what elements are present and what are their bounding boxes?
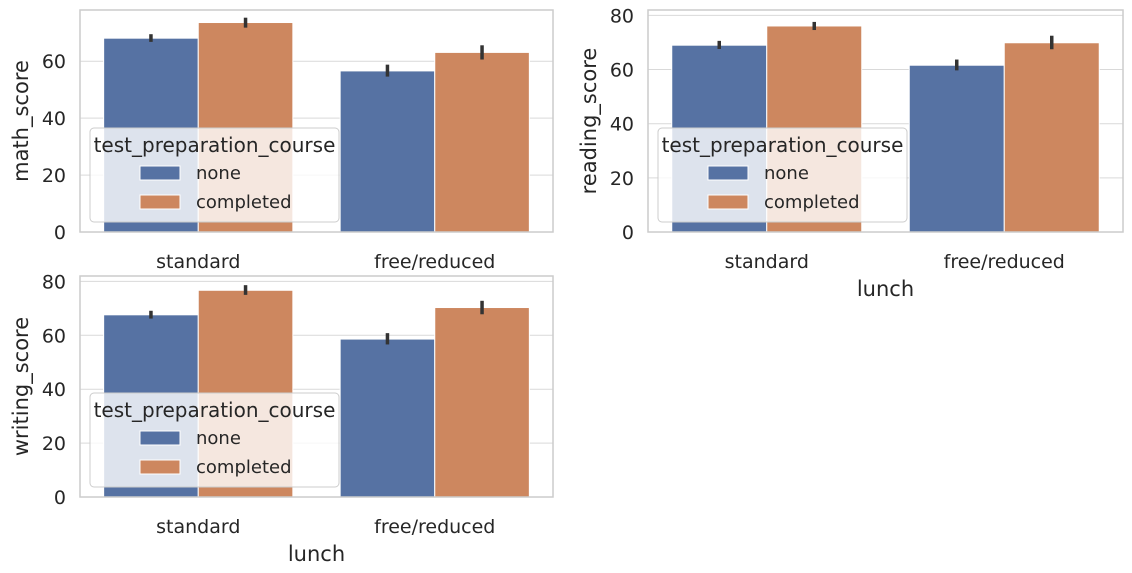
y-tick-label: 60 <box>610 60 634 82</box>
plot-frame <box>79 275 554 498</box>
legend-title: test_preparation_course <box>94 133 336 157</box>
legend-swatch-none <box>139 165 181 181</box>
bar-completed-free-reduced <box>1003 42 1100 233</box>
y-tick-label: 40 <box>42 379 66 401</box>
x-tick-label: standard <box>725 251 809 273</box>
legend-label-completed: completed <box>764 192 860 213</box>
legend-swatch-completed <box>139 459 181 475</box>
y-tick-label: 40 <box>610 114 634 136</box>
y-tick-label: 20 <box>42 433 66 455</box>
legend-swatch-none <box>139 430 181 446</box>
y-tick-label: 0 <box>622 222 634 244</box>
bar-none-free-reduced <box>339 70 436 233</box>
x-tick-label: standard <box>156 251 240 273</box>
plot-frame <box>79 9 554 233</box>
y-tick-label: 60 <box>42 325 66 347</box>
legend-swatch-completed <box>139 194 181 210</box>
y-axis-label: math_score <box>9 60 34 182</box>
y-axis-label: reading_score <box>577 48 602 195</box>
plot-frame <box>647 9 1124 233</box>
legend-title: test_preparation_course <box>94 398 336 422</box>
legend-label-completed: completed <box>196 192 292 213</box>
legend-label-none: none <box>196 163 241 184</box>
y-tick-label: 0 <box>54 487 66 509</box>
x-tick-label: standard <box>156 516 240 538</box>
legend-label-none: none <box>196 428 241 449</box>
legend-swatch-none <box>707 165 749 181</box>
y-tick-label: 20 <box>42 165 66 187</box>
subplot-reading_score: 0 20 40 60 80 standard free/reduced reading_sco… <box>577 5 1124 301</box>
bar-none-free-reduced <box>908 64 1005 233</box>
y-axis-label: writing_score <box>9 317 34 456</box>
y-tick-label: 80 <box>42 271 66 293</box>
bar-completed-free-reduced <box>434 307 530 498</box>
y-tick-label: 0 <box>54 222 66 244</box>
legend-label-completed: completed <box>196 457 292 478</box>
x-tick-label: free/reduced <box>374 251 495 273</box>
bar-completed-free-reduced <box>434 51 530 233</box>
y-tick-label: 40 <box>42 108 66 130</box>
x-tick-label: free/reduced <box>944 251 1065 273</box>
y-tick-label: 80 <box>610 5 634 27</box>
x-axis-label: lunch <box>288 542 345 566</box>
subplot-writing_score: 0 20 40 60 80 standard free/reduced writing_sco… <box>9 271 554 566</box>
legend-label-none: none <box>764 163 809 184</box>
y-tick-label: 60 <box>42 51 66 73</box>
legend-title: test_preparation_course <box>662 133 904 157</box>
bar-none-free-reduced <box>339 338 436 498</box>
x-axis-label: lunch <box>857 277 914 301</box>
y-tick-label: 20 <box>610 168 634 190</box>
legend-swatch-completed <box>707 194 749 210</box>
x-tick-label: free/reduced <box>374 516 495 538</box>
